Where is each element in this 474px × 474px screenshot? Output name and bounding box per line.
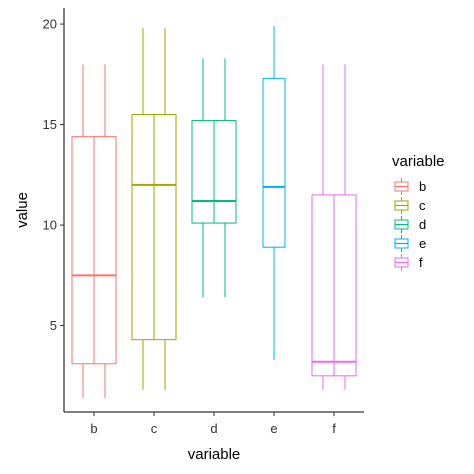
x-axis-title: variable — [188, 446, 241, 463]
legend-title: variable — [392, 153, 445, 170]
legend-label: c — [419, 198, 426, 213]
legend-item-e: e — [394, 235, 426, 252]
legend-item-d: d — [394, 216, 426, 233]
legend-item-b: b — [394, 178, 426, 195]
box-iqr — [131, 114, 155, 341]
y-tick-label: 15 — [43, 117, 57, 132]
box-iqr — [191, 120, 215, 224]
box-iqr — [262, 77, 286, 248]
legend-item-c: c — [394, 197, 426, 214]
x-ticks: b c d e f — [90, 412, 336, 436]
legend-label: e — [419, 236, 426, 251]
x-tick-label: d — [210, 421, 217, 436]
x-tick-label: c — [151, 421, 158, 436]
legend-label: b — [419, 179, 426, 194]
legend-label: d — [419, 217, 426, 232]
x-tick-label: b — [90, 421, 97, 436]
box-iqr — [71, 136, 95, 365]
box-iqr — [311, 194, 335, 377]
box-iqr — [333, 194, 357, 377]
y-axis-title: value — [14, 192, 31, 228]
box-group-c — [131, 28, 177, 390]
legend-label: f — [419, 255, 423, 270]
box-iqr — [213, 120, 237, 224]
y-ticks: 5 10 15 20 — [43, 17, 64, 333]
box-group-e — [262, 26, 286, 360]
box-iqr — [93, 136, 117, 365]
box-group-f — [311, 64, 357, 390]
plot-marks — [71, 26, 357, 398]
box-iqr — [153, 114, 177, 341]
x-tick-label: e — [270, 421, 277, 436]
legend-item-f: f — [394, 254, 423, 271]
axes: 5 10 15 20 b c d e f — [43, 8, 364, 436]
x-tick-label: f — [332, 421, 336, 436]
y-tick-label: 5 — [50, 318, 57, 333]
box-group-b — [71, 64, 117, 398]
box-group-d — [191, 58, 237, 298]
y-tick-label: 20 — [43, 17, 57, 32]
y-tick-label: 10 — [43, 218, 57, 233]
